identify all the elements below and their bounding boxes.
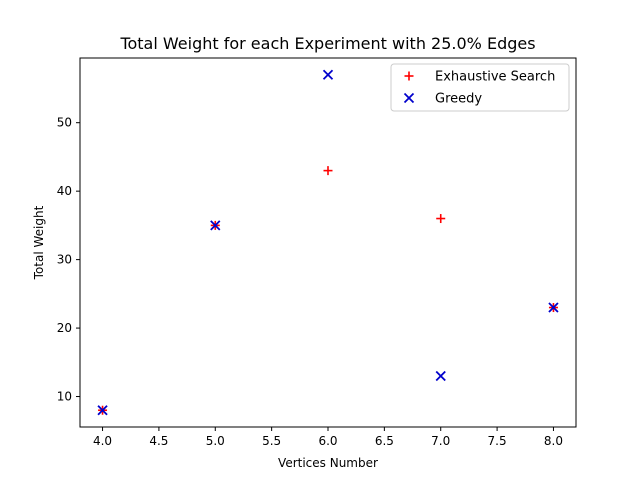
greedy-point [435, 370, 446, 382]
legend: Exhaustive Search Greedy [390, 63, 570, 112]
x-tick-label: 5.5 [262, 434, 281, 448]
x-axis: 4.0 4.5 5.0 5.5 6.0 6.5 7.0 7.5 8.0 [93, 427, 563, 448]
data-points [97, 69, 559, 416]
y-tick-label: 50 [57, 116, 72, 130]
x-tick-label: 4.0 [93, 434, 112, 448]
x-tick-label: 8.0 [544, 434, 563, 448]
chart-title: Total Weight for each Experiment with 25… [119, 34, 535, 53]
greedy-point [97, 405, 108, 416]
x-tick-label: 4.5 [149, 434, 168, 448]
x-tick-label: 7.0 [431, 434, 450, 448]
x-axis-label: Vertices Number [278, 456, 378, 470]
x-tick-label: 6.5 [375, 434, 394, 448]
legend-marker-greedy [403, 92, 415, 104]
plot-area [79, 57, 577, 428]
x-tick-label: 6.0 [318, 434, 337, 448]
y-tick-label: 40 [57, 184, 72, 198]
legend-label: Greedy [435, 92, 482, 107]
legend-box [390, 63, 570, 112]
greedy-point [210, 220, 221, 231]
y-tick-label: 10 [57, 390, 72, 404]
y-tick-label: 20 [57, 321, 72, 335]
exhaustive-search-point [436, 214, 446, 224]
y-axis-label: Total Weight [32, 205, 46, 280]
legend-marker-exhaustive-search [404, 71, 414, 81]
exhaustive-search-point [323, 166, 333, 176]
x-tick-label: 5.0 [206, 434, 225, 448]
greedy-point [322, 69, 334, 80]
greedy-point [548, 302, 559, 313]
legend-label: Exhaustive Search [435, 70, 555, 85]
y-axis: 10 20 30 40 50 [57, 116, 80, 404]
y-tick-label: 30 [57, 253, 72, 267]
x-tick-label: 7.5 [488, 434, 507, 448]
